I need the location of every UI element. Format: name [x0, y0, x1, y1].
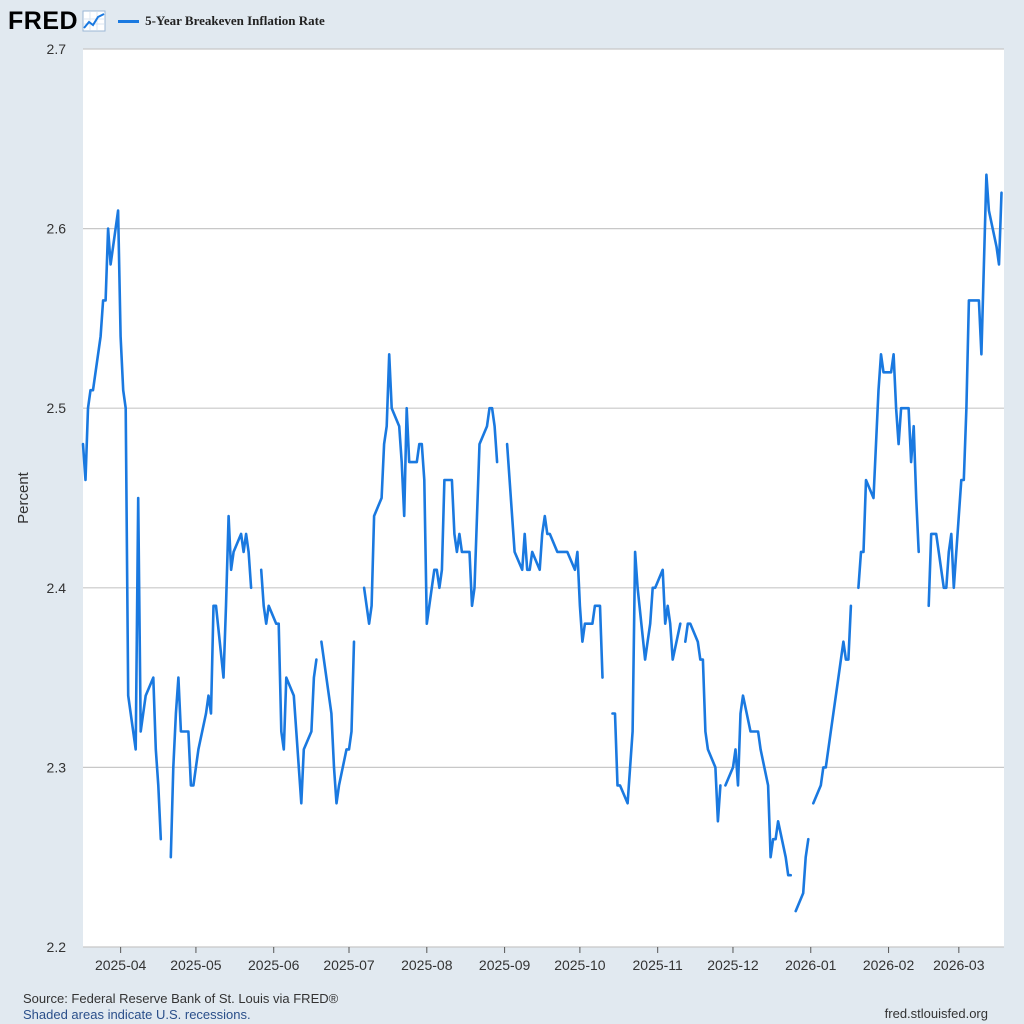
grid-lines — [83, 48, 1004, 948]
y-tick-label: 2.6 — [47, 221, 67, 237]
y-tick-label: 2.7 — [47, 41, 67, 57]
x-tick-label: 2026-03 — [933, 957, 985, 973]
x-axis: 2025-04 2025-05 2025-06 2025-07 2025-08 2025-… — [95, 947, 985, 973]
series-line-segment[interactable] — [81, 209, 163, 841]
series-line-segment[interactable] — [611, 550, 682, 805]
x-tick-label: 2025-12 — [707, 957, 759, 973]
series-line-segment[interactable] — [857, 352, 921, 590]
x-tick-label: 2025-07 — [323, 957, 375, 973]
series-line-segment[interactable] — [927, 173, 1003, 608]
chart-header: FRED 5-Year Breakeven Inflation Rate — [8, 6, 325, 36]
chart-legend[interactable]: 5-Year Breakeven Inflation Rate — [118, 13, 325, 29]
series-line-segment[interactable] — [724, 694, 793, 877]
y-axis-label: Percent — [15, 471, 32, 524]
site-link[interactable]: fred.stlouisfed.org — [884, 1006, 988, 1021]
legend-label: 5-Year Breakeven Inflation Rate — [145, 13, 325, 28]
x-tick-label: 2025-09 — [479, 957, 531, 973]
chart-footer: Source: Federal Reserve Bank of St. Loui… — [23, 991, 338, 1023]
x-tick-label: 2025-08 — [401, 957, 453, 973]
series-line-segment[interactable] — [683, 622, 722, 823]
series-line-segment[interactable] — [320, 640, 356, 805]
plot-area — [83, 49, 1004, 947]
x-tick-label: 2026-02 — [863, 957, 915, 973]
y-tick-label: 2.5 — [47, 400, 67, 416]
series-line-segment[interactable] — [362, 352, 499, 626]
source-note: Source: Federal Reserve Bank of St. Loui… — [23, 991, 339, 1006]
fred-logo[interactable]: FRED — [8, 6, 79, 35]
series-line-segment[interactable] — [169, 514, 253, 859]
x-tick-label: 2025-06 — [248, 957, 300, 973]
trend-graph-icon — [82, 10, 106, 32]
series-line-segment[interactable] — [505, 442, 604, 679]
x-tick-label: 2025-05 — [170, 957, 222, 973]
y-tick-label: 2.2 — [47, 939, 67, 955]
y-axis: 2.2 2.3 2.4 2.5 2.6 2.7 — [47, 41, 67, 955]
y-tick-label: 2.3 — [47, 759, 67, 775]
x-tick-label: 2025-04 — [95, 957, 147, 973]
x-tick-label: 2025-11 — [633, 957, 684, 973]
x-tick-label: 2025-10 — [554, 957, 606, 973]
recession-note: Shaded areas indicate U.S. recessions. — [23, 1007, 251, 1022]
legend-swatch — [118, 19, 140, 23]
line-chart[interactable]: 2.2 2.3 2.4 2.5 2.6 2.7 2025-04 2025-05 2025-06… — [0, 0, 1024, 990]
series-line-segment[interactable] — [811, 604, 853, 805]
series-line-segment[interactable] — [259, 568, 318, 805]
y-tick-label: 2.4 — [47, 580, 67, 596]
series-line-segment[interactable] — [794, 837, 810, 913]
x-tick-label: 2026-01 — [785, 957, 837, 973]
series-lines — [81, 173, 1003, 913]
